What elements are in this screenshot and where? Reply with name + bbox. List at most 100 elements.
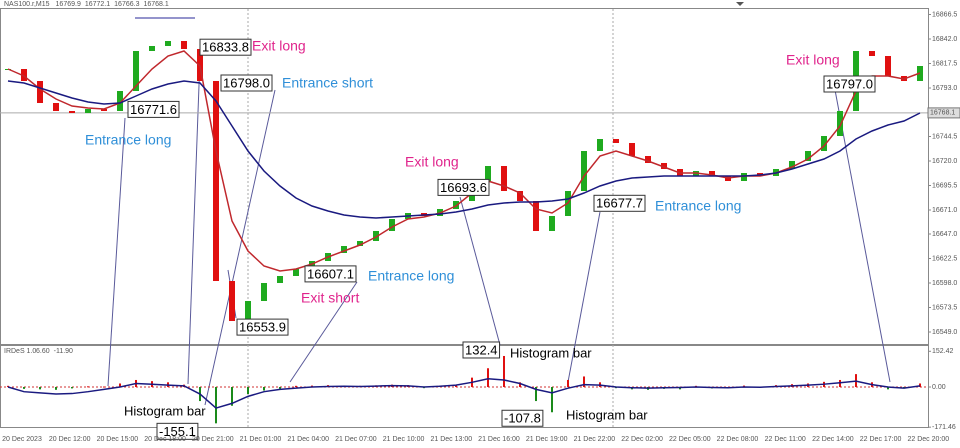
y-tick-label: 16744.5 — [932, 133, 957, 140]
symbol: NAS100.r,M15 — [4, 1, 50, 8]
value-box — [501, 409, 544, 427]
annotation-text: Entrance short — [282, 75, 373, 91]
x-tick-label: 20 Dec 2023 — [2, 436, 42, 443]
candle — [293, 269, 299, 276]
x-tick-label: 21 Dec 01:00 — [240, 436, 282, 443]
annotation-text: Exit long — [252, 38, 306, 54]
x-tick-label: 22 Dec 14:00 — [812, 436, 854, 443]
ohlc-value: 16766.3 — [114, 1, 139, 8]
histogram-bar — [887, 387, 889, 390]
x-tick-label: 22 Dec 02:00 — [621, 436, 663, 443]
histogram-bar — [87, 386, 89, 388]
y-tick-label: 16817.5 — [932, 60, 957, 67]
value-box-label: -155.1 — [159, 424, 196, 439]
price-box-label: 16693.6 — [440, 180, 487, 195]
candle — [709, 171, 715, 176]
y-tick-label: 16842.0 — [932, 36, 957, 43]
candle — [21, 69, 27, 81]
price-box — [304, 265, 357, 283]
price-box-label: 16677.7 — [596, 196, 643, 211]
histogram-bar — [583, 376, 585, 387]
x-tick-label: 20 Dec 12:00 — [49, 436, 91, 443]
histogram-bar — [7, 385, 9, 387]
x-tick-label: 21 Dec 10:00 — [383, 436, 425, 443]
histogram-bar — [231, 387, 233, 406]
y-tick-label: 16549.0 — [932, 329, 957, 336]
x-tick-label: 21 Dec 13:00 — [430, 436, 472, 443]
candle — [373, 231, 379, 241]
candle — [517, 191, 523, 201]
x-tick-label: 21 Dec 07:00 — [335, 436, 377, 443]
histogram-bar — [39, 387, 41, 390]
y-tick-label: 16793.0 — [932, 85, 957, 92]
price-box-label: 16607.1 — [307, 266, 354, 281]
candle — [581, 151, 587, 191]
x-tick-label: 22 Dec 05:00 — [669, 436, 711, 443]
price-box-label: 16771.6 — [130, 102, 177, 117]
ohlc-value: 16768.1 — [143, 1, 168, 8]
indicator-line — [7, 378, 921, 409]
annotation-text: Histogram bar — [566, 407, 648, 422]
indicator-value: 6.60 — [36, 348, 50, 355]
candle — [629, 143, 635, 156]
y-tick-label: 16573.5 — [932, 304, 957, 311]
price-box — [127, 100, 180, 118]
y-tick-label: 16866.5 — [932, 11, 957, 18]
y-tick-label: 16671.0 — [932, 207, 957, 214]
y-tick-label: 16598.0 — [932, 280, 957, 287]
candle — [261, 283, 267, 301]
histogram-bar — [519, 382, 521, 387]
candle — [389, 219, 395, 231]
histogram-bar — [535, 387, 537, 402]
y-tick-label: 16695.5 — [932, 182, 957, 189]
price-box — [593, 194, 646, 212]
candle — [805, 151, 811, 161]
histogram-bar — [263, 387, 265, 391]
candle — [645, 156, 651, 163]
histogram-bar — [55, 387, 57, 390]
value-box — [156, 422, 199, 440]
annotation-text: Exit long — [786, 52, 840, 68]
y-tick-label: 152.42 — [932, 348, 954, 355]
annotation-arrows — [107, 57, 891, 406]
candle — [341, 246, 347, 253]
annotation-text: Exit long — [405, 154, 459, 170]
marker — [736, 2, 744, 6]
candle — [549, 216, 555, 231]
candle — [453, 201, 459, 209]
histogram-bar — [215, 387, 217, 424]
candle — [533, 201, 539, 231]
last-price-box — [927, 107, 960, 119]
candle — [501, 166, 507, 191]
annotation-text: Histogram bar — [510, 345, 592, 360]
candle — [741, 173, 747, 181]
candle — [277, 276, 283, 283]
price-box — [437, 178, 490, 196]
last-price-label: 16768.1 — [930, 110, 955, 117]
candle — [117, 91, 123, 111]
histogram-bar — [551, 387, 553, 413]
value-box — [462, 341, 501, 359]
histogram-bar — [119, 383, 121, 387]
indicator-value: -11.90 — [54, 348, 73, 355]
x-tick-label: 21 Dec 04:00 — [287, 436, 329, 443]
candle — [837, 111, 843, 136]
x-tick-label: 22 Dec 20:00 — [907, 436, 949, 443]
annotation-text: Entrance long — [655, 198, 741, 214]
candle — [133, 51, 139, 91]
histogram-bar — [295, 385, 297, 387]
histogram-bar — [103, 386, 105, 388]
price-box-label: 16833.8 — [202, 40, 249, 55]
histogram-bar — [503, 355, 505, 387]
candle — [357, 241, 363, 246]
x-tick-label: 21 Dec 22:00 — [574, 436, 616, 443]
candle — [213, 81, 219, 281]
price-box — [199, 38, 252, 56]
candle — [485, 166, 491, 181]
histogram-bar — [23, 387, 25, 389]
candle — [149, 46, 155, 51]
candle — [229, 281, 235, 321]
histogram-bar — [247, 387, 249, 395]
price-box-label: 16798.0 — [223, 75, 270, 90]
candle — [165, 41, 171, 46]
